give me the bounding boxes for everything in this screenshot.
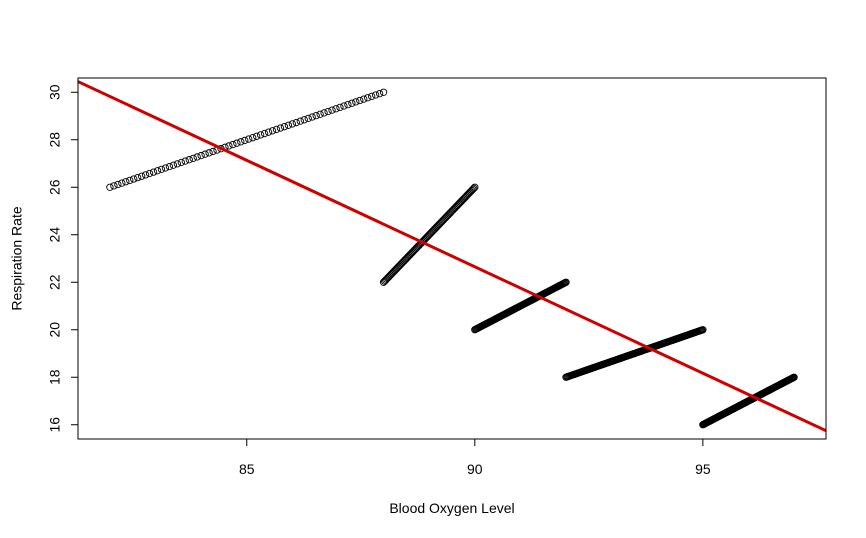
data-point [324,107,332,116]
data-point [280,123,289,131]
regression-line [77,80,827,433]
data-point [316,110,324,118]
data-point [469,185,477,194]
y-tick-label: 16 [47,417,63,433]
data-point [209,147,217,156]
data-point [169,161,178,169]
x-axis: 85 90 95 [239,438,711,477]
data-point [364,94,372,102]
y-tick-label: 24 [47,227,63,243]
data-point [328,106,336,114]
data-point [360,95,368,103]
data-point [304,114,312,123]
data-point [352,98,360,106]
data-point [375,89,384,98]
data-point [149,168,158,176]
data-point [153,167,162,175]
data-point [205,149,213,157]
data-point [249,134,257,142]
data-point [256,131,265,139]
data-point [348,99,356,107]
y-tick-label: 26 [47,179,63,195]
data-point [157,165,166,174]
data-points [106,88,798,429]
data-point [276,124,285,132]
data-point [201,150,209,158]
data-point [562,278,570,286]
data-point [272,125,281,134]
data-point [292,118,300,127]
y-tick-label: 30 [47,84,63,100]
data-point [356,96,364,105]
data-point [177,158,185,167]
data-point [296,117,304,125]
data-point [134,173,142,182]
data-point [130,175,138,183]
data-point [118,179,126,187]
data-point [371,91,380,99]
data-point [379,88,388,96]
data-point [288,120,297,128]
data-point [368,92,376,101]
x-tick-label: 85 [239,461,255,477]
y-axis-label: Respiration Rate [9,206,25,310]
data-point [138,172,146,180]
data-point [197,151,205,160]
data-point [340,102,348,110]
data-point [193,153,201,161]
data-point [300,116,308,124]
data-point [264,128,273,136]
y-tick-label: 28 [47,132,63,148]
data-point [699,326,707,334]
data-point [165,162,174,171]
data-point [145,169,154,178]
data-point [268,127,277,135]
x-tick-label: 90 [467,461,483,477]
data-point [161,164,170,172]
y-tick-label: 18 [47,369,63,385]
data-point [253,132,261,140]
data-point [122,178,130,186]
data-point [181,157,189,165]
data-point [284,121,293,129]
data-point [470,184,478,192]
data-point [189,154,197,162]
data-point [312,112,320,120]
data-point [237,138,245,146]
y-tick-label: 20 [47,322,63,338]
plot-frame [77,77,827,440]
data-point [471,183,479,191]
data-point [141,171,150,179]
data-point [173,160,182,168]
data-point [110,182,118,190]
data-point [185,156,193,164]
data-point [114,180,122,189]
data-point [241,136,249,145]
data-point [790,373,798,381]
data-point [320,109,328,117]
data-point [344,100,352,109]
data-point [336,103,344,112]
data-point [106,183,114,191]
data-point [308,113,316,121]
data-point [126,176,134,185]
data-point [332,105,340,113]
x-axis-label: Blood Oxygen Level [389,500,514,516]
y-tick-label: 22 [47,274,63,290]
data-point [225,142,233,150]
x-tick-label: 95 [695,461,711,477]
data-point [233,139,241,147]
y-axis: 16 18 20 22 24 26 28 30 [47,84,79,433]
data-point [229,140,237,149]
data-point [245,135,253,143]
data-point [260,129,269,138]
